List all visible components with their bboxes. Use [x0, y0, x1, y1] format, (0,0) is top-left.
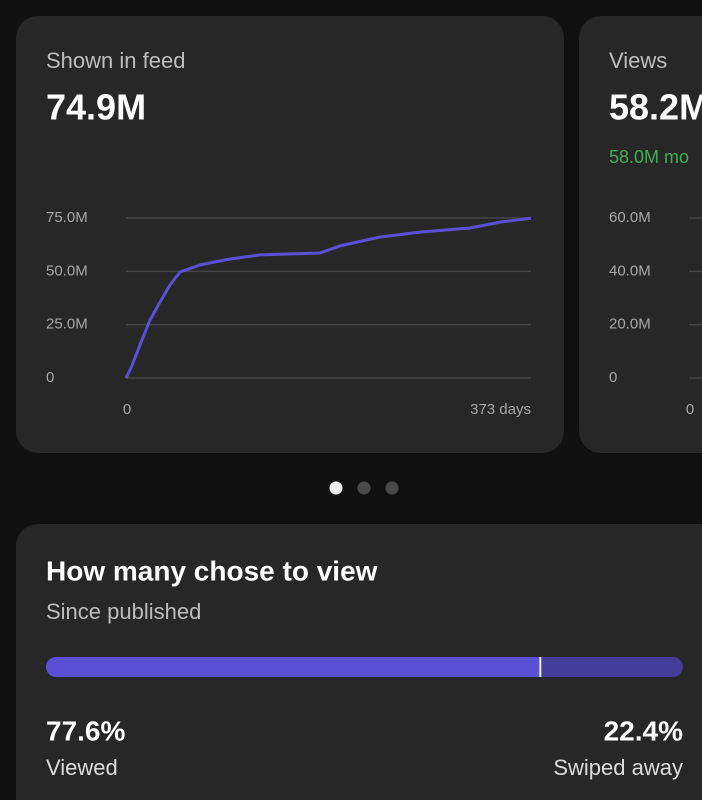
card: [16, 16, 564, 453]
section-subtitle: Since published: [46, 599, 201, 624]
pager-dot[interactable]: [357, 481, 371, 495]
card-value: 58.2M: [609, 87, 702, 128]
value-label: 22.4%: [604, 715, 683, 746]
pager-dot[interactable]: [329, 481, 343, 495]
pager-dot[interactable]: [385, 481, 399, 495]
y-tick-label: 50.0M: [46, 262, 88, 279]
card-title: Shown in feed: [46, 48, 185, 73]
y-tick-label: 40.0M: [609, 262, 651, 279]
x-tick-label: 0: [686, 401, 694, 418]
y-tick-label: 75.0M: [46, 209, 88, 226]
y-tick-label: 20.0M: [609, 316, 651, 333]
x-tick-label: 373 days: [470, 401, 531, 418]
card-subtitle: 58.0M mo: [609, 147, 689, 167]
bar-segment: [46, 657, 541, 677]
y-tick-label: 0: [609, 369, 617, 386]
card-value: 74.9M: [46, 87, 146, 128]
y-tick-label: 60.0M: [609, 209, 651, 226]
x-tick-label: 0: [123, 401, 131, 418]
line: [124, 216, 532, 379]
bar-segment: [540, 657, 683, 677]
card-title: Views: [609, 48, 667, 73]
value-label: 77.6%: [46, 715, 125, 746]
y-tick-label: 0: [46, 369, 54, 386]
section-title: How many chose to view: [46, 555, 378, 586]
y-tick-label: 25.0M: [46, 316, 88, 333]
category-label: Swiped away: [553, 755, 683, 780]
card: [579, 16, 702, 453]
category-label: Viewed: [46, 755, 118, 780]
